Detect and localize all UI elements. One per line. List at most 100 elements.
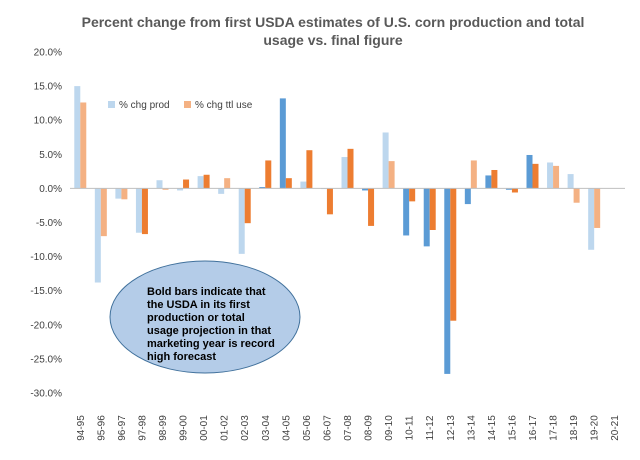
- bar-prod-07-08: [341, 157, 348, 189]
- x-tick-label: 06-07: [322, 415, 333, 441]
- annotation-line-3: production or total: [147, 312, 245, 324]
- x-axis: 94-95 95-96 96-97 97-98 98-99 99-00 00-01 01-02…: [76, 415, 621, 441]
- y-tick-label: -20.0%: [30, 320, 62, 331]
- bar-prod-19-20: [588, 188, 595, 250]
- legend-label-ttl-use: % chg ttl use: [195, 100, 253, 111]
- bar-ttl-use-97-98: [141, 188, 148, 235]
- bar-ttl-use-00-01: [203, 174, 210, 189]
- annotation-bubble: Bold bars indicate that the USDA in its …: [109, 260, 301, 374]
- x-tick-label: 20-21: [610, 415, 621, 441]
- bar-ttl-use-13-14: [470, 160, 477, 189]
- bar-prod-05-06: [300, 181, 307, 189]
- bar-prod-17-18: [547, 162, 554, 189]
- bar-prod-09-10: [382, 132, 389, 189]
- bar-ttl-use-02-03: [244, 188, 251, 224]
- legend: % chg prod % chg ttl use: [108, 100, 253, 111]
- bar-ttl-use-08-09: [368, 188, 375, 226]
- y-tick-label: -25.0%: [30, 354, 62, 365]
- x-tick-label: 02-03: [240, 415, 251, 441]
- y-tick-label: 20.0%: [34, 48, 62, 59]
- x-tick-label: 13-14: [466, 415, 477, 441]
- x-tick-label: 03-04: [261, 415, 272, 441]
- bar-ttl-use-03-04: [265, 160, 272, 189]
- bar-ttl-use-18-19: [573, 188, 580, 203]
- x-tick-label: 97-98: [137, 415, 148, 441]
- x-tick-label: 11-12: [425, 415, 436, 440]
- bar-prod-13-14: [464, 188, 471, 205]
- bar-prod-18-19: [567, 174, 574, 189]
- bar-prod-01-02: [218, 188, 225, 194]
- bars: [74, 86, 601, 374]
- annotation-ellipse: [109, 260, 301, 374]
- bar-prod-16-17: [526, 154, 533, 189]
- bar-prod-99-00: [177, 188, 184, 191]
- x-tick-label: 00-01: [199, 415, 210, 441]
- bar-ttl-use-10-11: [409, 188, 416, 202]
- x-tick-label: 18-19: [569, 415, 580, 441]
- bar-ttl-use-11-12: [429, 188, 436, 230]
- bar-prod-00-01: [197, 176, 204, 189]
- bar-ttl-use-04-05: [285, 178, 292, 189]
- bar-prod-95-96: [94, 188, 101, 283]
- y-tick-label: 0.0%: [39, 184, 62, 195]
- x-tick-label: 17-18: [549, 415, 560, 441]
- x-tick-label: 05-06: [302, 415, 313, 441]
- legend-swatch-ttl-use: [184, 101, 191, 108]
- bar-ttl-use-99-00: [183, 179, 190, 189]
- annotation-line-1: Bold bars indicate that: [147, 286, 266, 298]
- x-tick-label: 94-95: [76, 415, 87, 441]
- legend-label-prod: % chg prod: [119, 100, 170, 111]
- bar-ttl-use-96-97: [121, 188, 128, 200]
- bar-ttl-use-14-15: [491, 169, 498, 189]
- bar-ttl-use-09-10: [388, 161, 395, 189]
- bar-prod-04-05: [279, 98, 286, 189]
- bar-prod-15-16: [505, 188, 512, 190]
- x-tick-label: 14-15: [487, 415, 498, 441]
- x-tick-label: 99-00: [179, 415, 190, 441]
- bar-prod-08-09: [362, 188, 369, 191]
- bar-ttl-use-15-16: [511, 188, 518, 193]
- bar-prod-97-98: [135, 188, 142, 233]
- x-tick-label: 95-96: [96, 415, 107, 441]
- y-tick-label: 5.0%: [39, 150, 62, 161]
- bar-ttl-use-98-99: [162, 188, 169, 190]
- bar-prod-96-97: [115, 188, 122, 199]
- x-tick-label: 16-17: [528, 415, 539, 441]
- bar-prod-02-03: [238, 188, 245, 254]
- chart-title-line-1: Percent change from first USDA estimates…: [82, 14, 585, 30]
- annotation-line-4: usage projection in that: [147, 325, 271, 337]
- bar-ttl-use-01-02: [224, 178, 231, 189]
- annotation-line-5: marketing year is record: [147, 338, 275, 350]
- x-tick-label: 12-13: [446, 415, 457, 441]
- bar-ttl-use-19-20: [594, 188, 601, 228]
- bar-prod-03-04: [259, 187, 266, 189]
- bar-prod-94-95: [74, 86, 81, 189]
- x-tick-label: 15-16: [507, 415, 518, 441]
- chart-title-line-2: usage vs. final figure: [263, 32, 402, 48]
- bar-prod-14-15: [485, 175, 492, 189]
- y-tick-label: -5.0%: [36, 218, 62, 229]
- bar-prod-10-11: [403, 188, 410, 236]
- bar-prod-12-13: [444, 188, 451, 374]
- x-tick-label: 04-05: [281, 415, 292, 441]
- bar-ttl-use-12-13: [450, 188, 457, 321]
- bar-prod-98-99: [156, 180, 163, 189]
- x-tick-label: 96-97: [117, 415, 128, 441]
- bar-ttl-use-16-17: [532, 163, 539, 189]
- y-axis: 20.0% 15.0% 10.0% 5.0% 0.0% -5.0% -10.0% -15.0%…: [30, 48, 62, 400]
- x-tick-label: 07-08: [343, 415, 354, 441]
- x-tick-label: 08-09: [364, 415, 375, 441]
- legend-swatch-prod: [108, 101, 115, 108]
- x-tick-label: 09-10: [384, 415, 395, 441]
- y-tick-label: 15.0%: [34, 82, 62, 93]
- y-tick-label: -30.0%: [30, 389, 62, 400]
- x-tick-label: 01-02: [220, 415, 231, 441]
- x-tick-label: 98-99: [158, 415, 169, 441]
- annotation-line-2: the USDA in its first: [147, 299, 250, 311]
- bar-ttl-use-06-07: [326, 188, 333, 215]
- bar-ttl-use-05-06: [306, 150, 313, 189]
- y-tick-label: -10.0%: [30, 252, 62, 263]
- bar-ttl-use-94-95: [80, 102, 87, 189]
